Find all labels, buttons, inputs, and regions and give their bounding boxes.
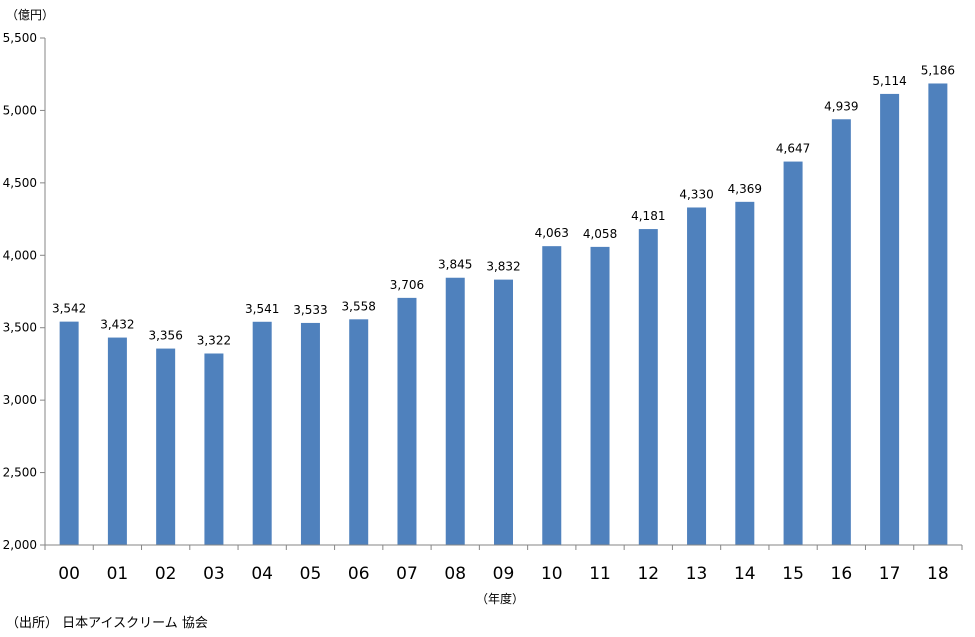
- data-label: 3,845: [438, 258, 472, 272]
- data-label: 4,181: [631, 209, 665, 223]
- x-tick-label: 17: [879, 564, 901, 584]
- y-tick-label: 3,500: [3, 321, 37, 335]
- bar: [59, 321, 79, 545]
- data-label: 3,558: [342, 299, 376, 313]
- data-label: 3,432: [100, 318, 134, 332]
- bar: [494, 279, 513, 545]
- y-tick-label: 2,500: [3, 466, 37, 480]
- bar: [783, 161, 803, 545]
- bar: [252, 321, 272, 545]
- data-label: 4,647: [776, 142, 810, 156]
- x-tick-label: 11: [589, 564, 611, 584]
- data-label: 4,058: [583, 227, 617, 241]
- data-label: 4,330: [679, 187, 713, 201]
- y-axis: 2,000 2,500 3,000 3,500 4,000 4,500 5,000 5,500: [3, 31, 46, 552]
- x-tick-label: 16: [831, 564, 853, 584]
- x-tick-label: 15: [782, 564, 804, 584]
- x-tick-label: 14: [734, 564, 756, 584]
- data-label: 3,832: [486, 260, 520, 274]
- data-label: 5,186: [921, 63, 955, 77]
- x-tick-label: 04: [251, 564, 273, 584]
- x-tick-label: 12: [637, 564, 659, 584]
- data-label: 3,533: [293, 303, 327, 317]
- bar: [542, 246, 562, 545]
- y-tick-label: 4,000: [3, 248, 37, 262]
- x-tick-label: 06: [348, 564, 370, 584]
- y-axis-unit-label: （億円）: [6, 8, 54, 22]
- x-tick-label: 02: [155, 564, 177, 584]
- y-tick-label: 3,000: [3, 393, 37, 407]
- x-tick-label: 03: [203, 564, 225, 584]
- x-axis: 00 01 02 03 04 05 06 07 08 09 10 11 12 13 14 15 16 17 18: [44, 544, 963, 584]
- data-label: 3,706: [390, 278, 424, 292]
- data-label: 5,114: [872, 74, 906, 88]
- bar: [687, 207, 707, 546]
- data-label: 3,541: [245, 302, 279, 316]
- bar: [300, 322, 320, 545]
- x-tick-label: 01: [107, 564, 129, 584]
- data-label: 3,322: [197, 333, 231, 347]
- y-tick-label: 5,000: [3, 103, 37, 117]
- x-tick-label: 00: [58, 564, 80, 584]
- x-tick-label: 10: [541, 564, 563, 584]
- bar-series: 3,542 3,432 3,356 3,322 3,541 3,533 3,558 3,706…: [52, 63, 955, 546]
- x-tick-label: 13: [686, 564, 708, 584]
- x-tick-label: 18: [927, 564, 949, 584]
- y-tick-label: 4,500: [3, 176, 37, 190]
- data-label: 3,356: [148, 329, 182, 343]
- bar: [831, 119, 851, 545]
- bar: [590, 246, 610, 545]
- x-tick-label: 05: [300, 564, 322, 584]
- x-axis-unit-label: （年度）: [476, 591, 524, 606]
- bar: [638, 229, 658, 545]
- source-note: （出所） 日本アイスクリーム 協会: [6, 616, 208, 631]
- data-label: 4,063: [535, 226, 569, 240]
- x-tick-label: 08: [444, 564, 466, 584]
- bar: [880, 93, 900, 545]
- y-tick-label: 2,000: [3, 538, 37, 552]
- bar: [156, 348, 176, 545]
- bar: [349, 319, 369, 545]
- data-label: 4,939: [824, 99, 858, 113]
- x-tick-label: 09: [493, 564, 515, 584]
- x-tick-label: 07: [396, 564, 418, 584]
- bar: [928, 83, 948, 546]
- bar: [397, 297, 417, 545]
- bar: [445, 277, 465, 545]
- y-tick-label: 5,500: [3, 31, 37, 45]
- data-label: 4,369: [728, 182, 762, 196]
- data-label: 3,542: [52, 302, 86, 316]
- bar: [107, 337, 127, 545]
- bar: [735, 201, 755, 545]
- bar: [204, 353, 224, 545]
